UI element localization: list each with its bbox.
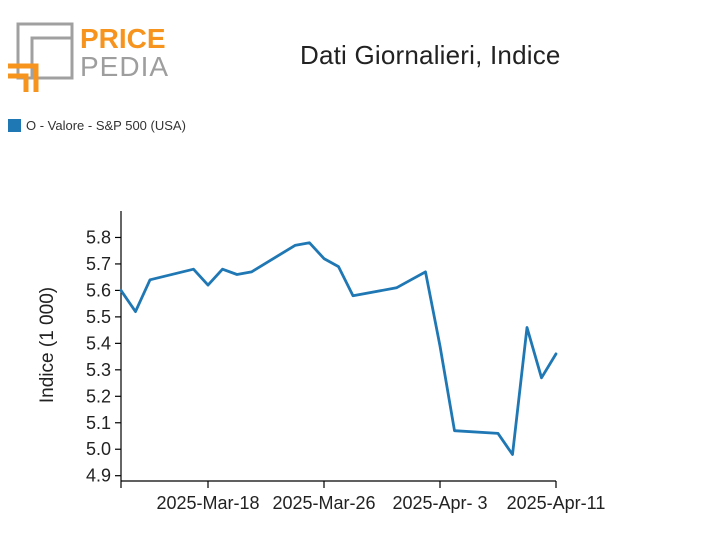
logo-mark — [8, 22, 74, 92]
logo-text-price: PRICE — [80, 23, 166, 54]
y-tick-label: 5.4 — [86, 333, 111, 353]
x-axis: 2025-Mar-18 2025-Mar-26 2025-Apr- 3 2025-Ap… — [120, 480, 606, 513]
y-tick-label: 5.0 — [86, 439, 111, 459]
y-tick-label: 5.8 — [86, 227, 111, 247]
x-tick-label: 2025-Apr-11 — [507, 493, 606, 513]
y-tick-label: 5.7 — [86, 254, 111, 274]
x-tick-label: 2025-Apr- 3 — [392, 493, 487, 513]
y-tick-label: 4.9 — [86, 466, 111, 486]
pricepedia-logo: PRICE PEDIA — [8, 22, 169, 92]
legend-swatch — [8, 119, 21, 132]
series-line — [119, 241, 558, 456]
x-tick-label: 2025-Mar-18 — [156, 493, 259, 513]
y-axis: 4.9 5.0 5.1 5.2 5.3 5.4 5.5 5.6 5.7 5.8 — [86, 211, 122, 486]
y-tick-label: 5.5 — [86, 307, 111, 327]
y-tick-label: 5.2 — [86, 386, 111, 406]
x-tick-label: 2025-Mar-26 — [272, 493, 375, 513]
y-tick-label: 5.6 — [86, 280, 111, 300]
y-tick-label: 5.1 — [86, 413, 111, 433]
series-group — [119, 241, 558, 456]
y-axis-label: Indice (1 000) — [37, 287, 58, 403]
y-tick-label: 5.3 — [86, 360, 111, 380]
logo-text-pedia: PEDIA — [80, 51, 169, 82]
legend: O - Valore - S&P 500 (USA) — [8, 118, 186, 133]
legend-label: O - Valore - S&P 500 (USA) — [26, 118, 186, 133]
chart-title: Dati Giornalieri, Indice — [300, 40, 561, 70]
